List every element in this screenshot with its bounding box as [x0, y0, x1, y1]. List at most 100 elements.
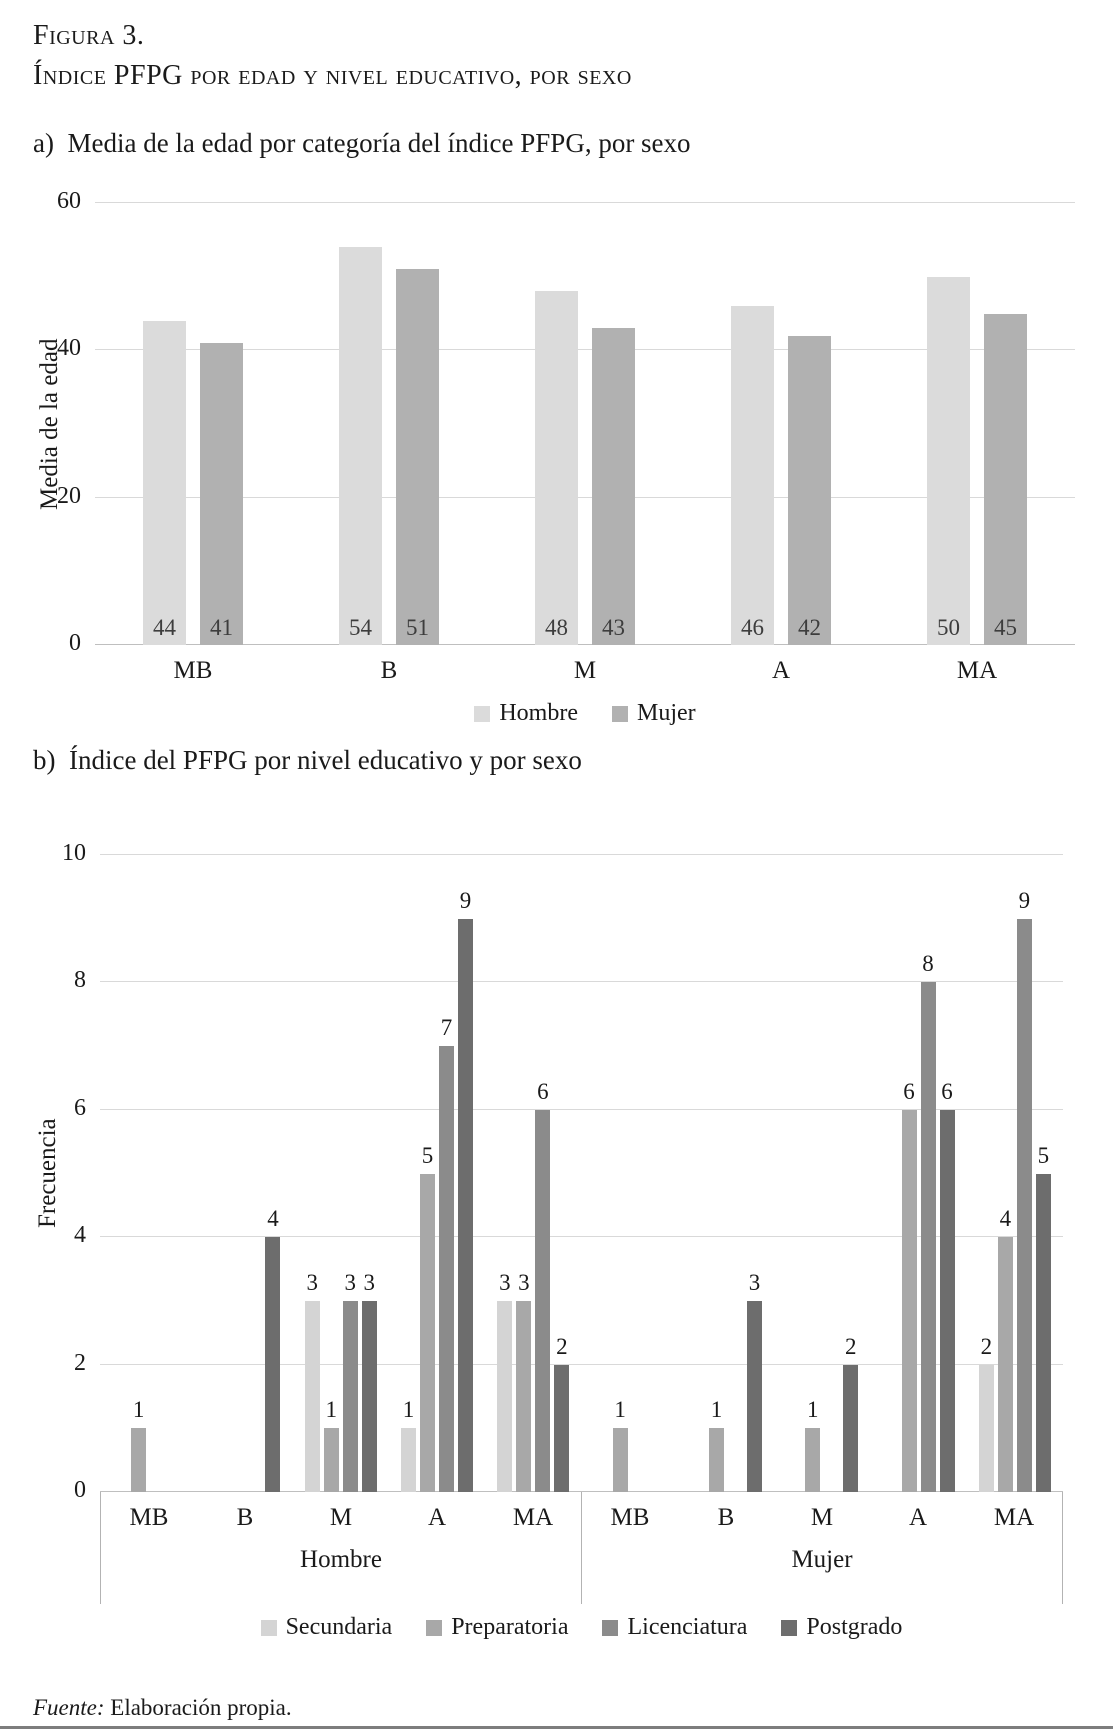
category-axis-area: MB B M A MA Hombre MB B M A MA Mujer [100, 1492, 1063, 1604]
category-label: B [717, 1504, 735, 1531]
bar-value-label: 1 [325, 1397, 337, 1423]
bar-licenciatura-MA: 6 [535, 1079, 551, 1492]
legend-item-secundaria: Secundaria [260, 1614, 392, 1641]
bar-postgrado-MA: 2 [554, 1334, 570, 1492]
category-label: A [771, 657, 791, 684]
bars-area: 44 41 54 51 48 43 46 42 50 45 [95, 203, 1075, 645]
source-note: Fuente: Elaboración propia. [33, 1695, 292, 1721]
section-b-title: b) Índice del PFPG por nivel educativo y… [33, 745, 582, 775]
source-note-label: Fuente: [33, 1695, 105, 1720]
y-tick-label: 6 [74, 1094, 86, 1121]
legend-item-mujer: Mujer [612, 700, 696, 727]
bar-preparatoria-A: 5 [420, 1143, 436, 1492]
category-label: M [810, 1504, 834, 1531]
x-axis-line [100, 1491, 1063, 1492]
y-tick-label: 0 [74, 1477, 86, 1503]
bar-value-label: 50 [937, 615, 960, 640]
legend-label: Mujer [637, 700, 696, 726]
page-edge-strip [0, 1726, 1113, 1729]
bar-hombre-MB: 44 [143, 320, 186, 645]
gridline-y4 [100, 1236, 1063, 1238]
y-tick-label: 60 [57, 188, 81, 214]
bar-hombre-B: 54 [339, 247, 382, 645]
bar-group-A: 6 8 6 [870, 855, 966, 1492]
bar-value-label: 1 [402, 1397, 415, 1423]
y-tick-label: 0 [69, 630, 81, 656]
y-tick-label: 10 [62, 840, 86, 866]
category-label: B [236, 1504, 254, 1531]
gridline-y2 [100, 1363, 1063, 1365]
bar-value-label: 43 [602, 615, 625, 640]
category-label: M [573, 657, 597, 684]
bar-value-label: 54 [349, 615, 372, 640]
legend-item-hombre: Hombre [474, 700, 578, 727]
y-tick-label: 20 [57, 482, 81, 509]
y-tick-label: 2 [74, 1349, 86, 1376]
bar-hombre-MA: 50 [927, 276, 970, 645]
bar-value-label: 8 [922, 951, 934, 977]
bar-value-label: 46 [741, 615, 764, 640]
bar-group-MA: 2 4 9 5 [967, 855, 1063, 1492]
bar-value-label: 7 [440, 1015, 453, 1041]
bar-mujer-M: 43 [592, 328, 635, 645]
bar-preparatoria-MA: 4 [997, 1206, 1013, 1492]
category-label: MB [610, 1504, 650, 1531]
category-label-row: MB B M A MA [95, 657, 1075, 685]
legend-swatch-icon [781, 1619, 798, 1636]
legend-label: Postgrado [806, 1614, 903, 1640]
bar-value-label: 41 [210, 615, 233, 640]
category-label-row: MB B M A MA [582, 1492, 1062, 1532]
legend-label: Hombre [499, 700, 578, 726]
gridline-y6 [100, 1108, 1063, 1110]
bar-postgrado-B: 3 [746, 1270, 762, 1492]
bar-hombre-A: 46 [731, 306, 774, 645]
category-label: MA [956, 657, 998, 684]
bar-preparatoria-MA: 3 [516, 1270, 532, 1492]
figure-title: Índice PFPG por edad y nivel educativo, … [33, 60, 632, 91]
legend-swatch-icon [260, 1619, 277, 1636]
bar-mujer-MA: 45 [984, 313, 1027, 645]
bar-licenciatura-MA: 9 [1016, 888, 1032, 1492]
category-label: B [380, 657, 398, 684]
bar-value-label: 48 [545, 615, 568, 640]
bar-preparatoria-M: 1 [805, 1397, 821, 1492]
chart-frequency-y-axis-title: Frecuencia [34, 1118, 61, 1229]
bar-group-B: 4 [196, 855, 292, 1492]
legend-swatch-icon [474, 705, 491, 722]
chart-frequency: 0 2 4 6 8 10 1 4 3 1 3 3 1 5 7 9 3 3 6 2 1 1 3 1 2 6 8 6 2 4 9 5 MB B M A M… [0, 840, 1113, 1645]
bar-group-M: 48 43 [487, 203, 683, 645]
gridline-y10 [100, 854, 1063, 855]
bar-group-A: 46 42 [683, 203, 879, 645]
bar-value-label: 9 [1018, 887, 1031, 913]
gridline-y8 [100, 981, 1063, 983]
bar-value-label: 5 [421, 1142, 434, 1168]
bar-mujer-B: 51 [396, 269, 439, 645]
bar-secundaria-A: 1 [401, 1397, 417, 1492]
legend-label: Licenciatura [627, 1614, 748, 1640]
chart-legend: Hombre Mujer [95, 700, 1075, 727]
bar-value-label: 6 [941, 1078, 953, 1104]
category-label: MB [129, 1504, 169, 1531]
bar-group-B: 54 51 [291, 203, 487, 645]
bar-postgrado-A: 6 [939, 1079, 955, 1492]
chart-frequency-plot-area: 0 2 4 6 8 10 1 4 3 1 3 3 1 5 7 9 3 3 6 2 1 1 3 1 2 6 8 6 2 4 9 5 [62, 840, 1063, 1503]
bar-secundaria-MA: 2 [978, 1334, 994, 1492]
bar-postgrado-M: 2 [843, 1334, 859, 1492]
bar-secundaria-MA: 3 [497, 1270, 513, 1492]
axis-half-mujer: MB B M A MA Mujer [581, 1492, 1063, 1604]
source-note-body: Elaboración propia. [110, 1695, 292, 1720]
bar-group-MA: 50 45 [879, 203, 1075, 645]
y-tick-label: 40 [57, 335, 81, 362]
legend-swatch-icon [426, 1619, 443, 1636]
bar-postgrado-MA: 5 [1035, 1143, 1051, 1492]
bar-value-label: 1 [614, 1397, 626, 1423]
legend-item-postgrado: Postgrado [781, 1614, 902, 1641]
axis-half-hombre: MB B M A MA Hombre [100, 1492, 581, 1604]
category-label: MB [173, 657, 213, 684]
category-label: M [329, 1504, 353, 1531]
